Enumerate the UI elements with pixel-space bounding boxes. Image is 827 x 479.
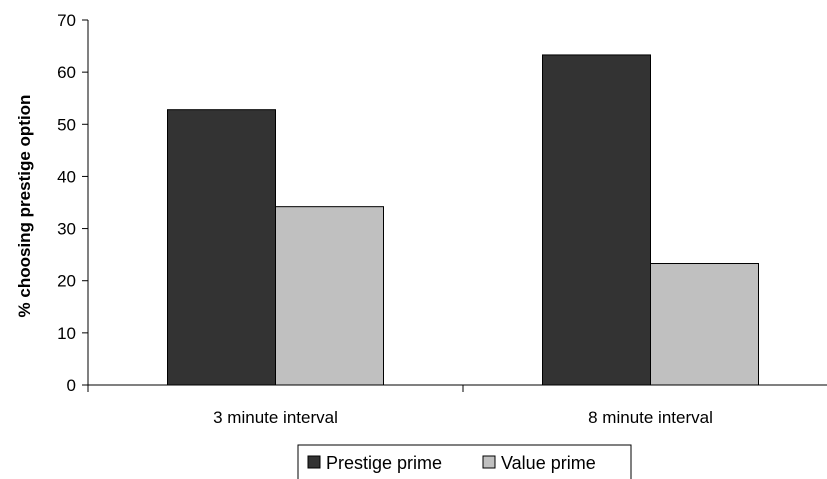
y-tick-label: 70	[57, 11, 76, 30]
legend-label: Prestige prime	[326, 453, 442, 473]
bar-prestige-prime-1	[167, 109, 276, 386]
x-axis: 3 minute interval 8 minute interval	[87, 384, 827, 427]
y-tick-label: 50	[57, 115, 76, 134]
x-category-label: 8 minute interval	[588, 408, 713, 427]
bars	[167, 54, 759, 386]
y-tick-label: 0	[67, 376, 76, 395]
bar-value-prime-2	[650, 263, 759, 386]
legend-swatch	[482, 455, 496, 469]
y-tick-label: 30	[57, 220, 76, 239]
y-tick-label: 40	[57, 167, 76, 186]
bar-prestige-prime-2	[542, 54, 651, 386]
legend: Prestige prime Value prime	[297, 444, 632, 479]
bar-value-prime-1	[275, 206, 384, 386]
y-axis: 0 10 20 30 40 50 60 70	[57, 11, 89, 395]
y-tick-label: 20	[57, 272, 76, 291]
legend-swatch	[307, 455, 321, 469]
y-tick-label: 60	[57, 63, 76, 82]
legend-label: Value prime	[501, 453, 596, 473]
y-axis-title: % choosing prestige option	[15, 95, 34, 318]
legend-box	[297, 444, 632, 479]
x-category-label: 3 minute interval	[213, 408, 338, 427]
y-tick-label: 10	[57, 324, 76, 343]
